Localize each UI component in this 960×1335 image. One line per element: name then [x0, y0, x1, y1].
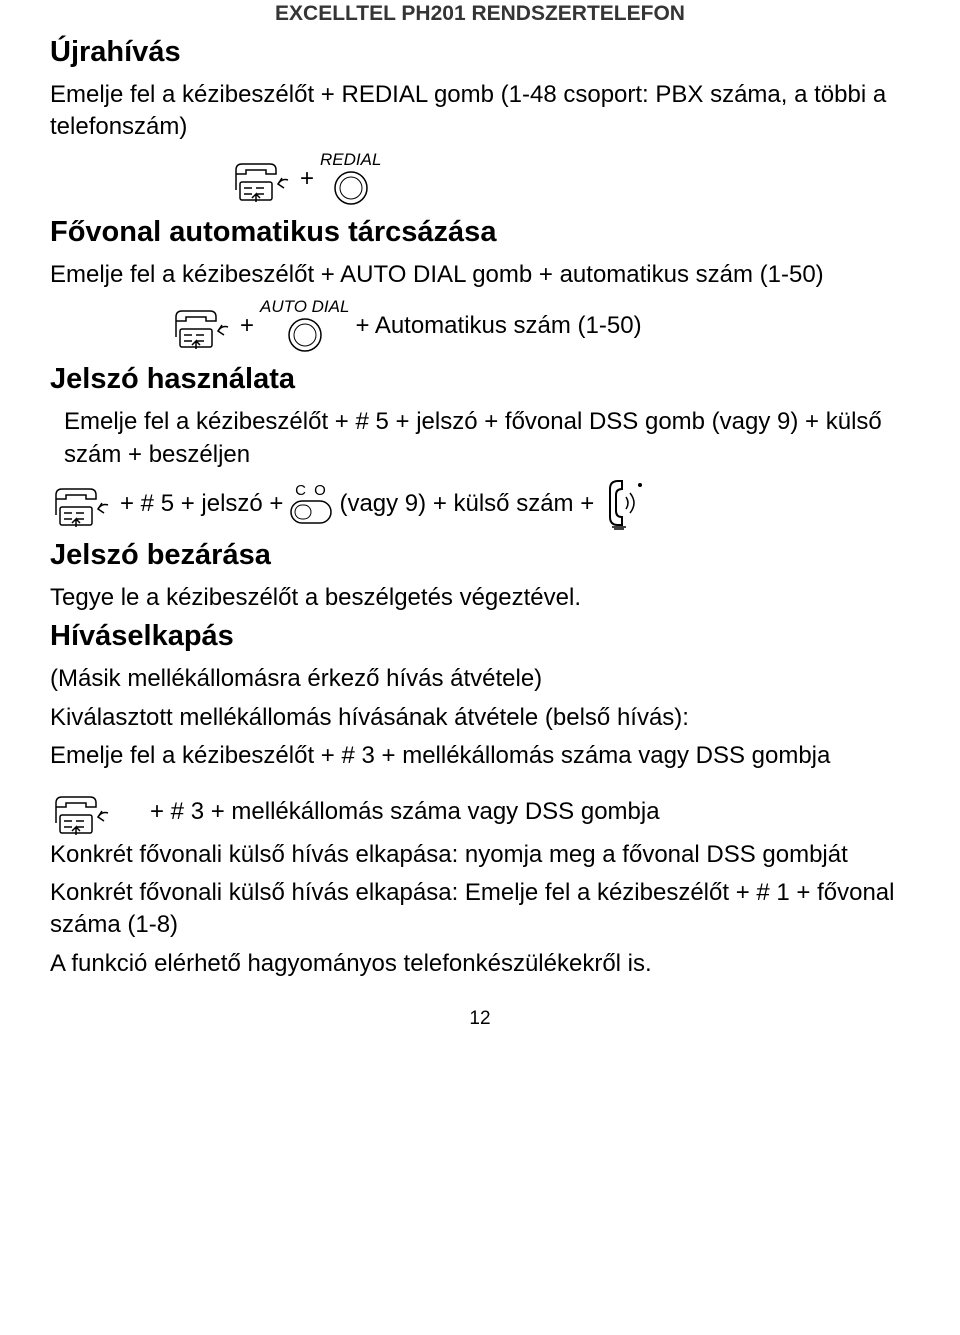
password-use-sequence: + # 5 + jelszó + C O (vagy 9) + külső sz…: [50, 477, 910, 531]
handset-pickup-icon: [50, 787, 114, 837]
section-title-password-use: Jelszó használata: [50, 363, 910, 396]
redial-desc: Emelje fel a kézibeszélőt + REDIAL gomb …: [50, 79, 910, 144]
section-title-call-pickup: Híváselkapás: [50, 620, 910, 653]
password-close-desc: Tegye le a kézibeszélőt a beszélgetés vé…: [50, 582, 910, 614]
page-header: EXCELLTEL PH201 RENDSZERTELEFON: [50, 0, 910, 32]
autodial-tail-text: + Automatikus szám (1-50): [355, 312, 641, 340]
section-title-password-close: Jelszó bezárása: [50, 539, 910, 572]
call-pickup-line4: Konkrét fővonali külső hívás elkapása: n…: [50, 839, 910, 871]
handset-pickup-icon: [50, 479, 114, 529]
call-pickup-sequence: + # 3 + mellékállomás száma vagy DSS gom…: [50, 787, 910, 837]
call-pickup-line2: Kiválasztott mellékállomás hívásának átv…: [50, 702, 910, 734]
redial-sequence: + REDIAL: [230, 150, 910, 208]
call-pickup-line1: (Másik mellékállomásra érkező hívás átvé…: [50, 663, 910, 695]
co-button-icon: C O: [289, 482, 333, 525]
page-number: 12: [50, 1008, 910, 1030]
autodial-sequence: + AUTO DIAL + Automatikus szám (1-50): [170, 297, 910, 355]
call-pickup-line6: A funkció elérhető hagyományos telefonké…: [50, 948, 910, 980]
call-pickup-line5: Konkrét fővonali külső hívás elkapása: E…: [50, 877, 910, 942]
co-button-label: C O: [295, 482, 328, 499]
handset-pickup-icon: [230, 154, 294, 204]
autodial-button-label: AUTO DIAL: [260, 297, 349, 317]
autodial-desc: Emelje fel a kézibeszélőt + AUTO DIAL go…: [50, 259, 910, 291]
plus-text: +: [300, 165, 314, 193]
redial-button-icon: REDIAL: [320, 150, 381, 208]
handset-talk-icon: [600, 477, 648, 531]
handset-pickup-icon: [170, 301, 234, 351]
password-seq-post: (vagy 9) + külső szám +: [339, 490, 594, 518]
autodial-button-icon: AUTO DIAL: [260, 297, 349, 355]
password-use-desc: Emelje fel a kézibeszélőt + # 5 + jelszó…: [50, 406, 910, 471]
call-pickup-line3: Emelje fel a kézibeszélőt + # 3 + mellék…: [50, 740, 910, 772]
redial-button-label: REDIAL: [320, 150, 381, 170]
plus-text: +: [240, 312, 254, 340]
password-seq-pre: + # 5 + jelszó +: [120, 490, 283, 518]
section-title-autodial: Fővonal automatikus tárcsázása: [50, 216, 910, 249]
call-pickup-seq-text: + # 3 + mellékállomás száma vagy DSS gom…: [150, 798, 660, 826]
section-title-redial: Újrahívás: [50, 36, 910, 69]
